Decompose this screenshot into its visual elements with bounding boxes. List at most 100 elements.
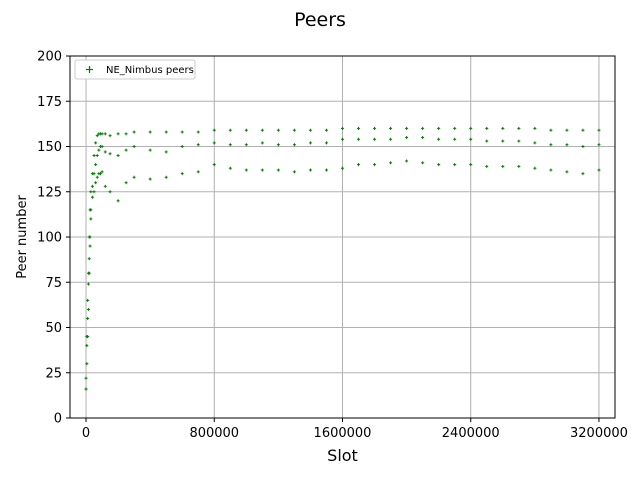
data-point [124, 148, 128, 152]
data-point-high [437, 126, 441, 130]
data-point-high [389, 126, 393, 130]
data-point-low [469, 163, 473, 167]
data-point-low [597, 168, 601, 172]
data-point-low [90, 195, 94, 199]
data-point-high [148, 130, 152, 134]
y-tick-label: 150 [37, 140, 62, 155]
y-axis-title: Peer number [15, 195, 30, 279]
y-tick-label: 175 [37, 95, 62, 110]
data-point-low [87, 271, 91, 275]
data-point-high [308, 128, 312, 132]
data-point-low [132, 175, 136, 179]
data-point-high [89, 190, 93, 194]
data-point-high [180, 130, 184, 134]
data-point-low [88, 244, 92, 248]
data-point [86, 316, 90, 320]
data-point [164, 150, 168, 154]
data-point-low [389, 161, 393, 165]
data-point-high [92, 154, 96, 158]
data-point [437, 137, 441, 141]
data-point [485, 139, 489, 143]
data-point-low [228, 166, 232, 170]
data-point [276, 143, 280, 147]
data-point-high [244, 128, 248, 132]
data-point-low [437, 163, 441, 167]
data-point-low [86, 307, 90, 311]
legend: NE_Nimbus peers [74, 59, 196, 80]
data-point-high [108, 134, 112, 138]
data-point-low [292, 170, 296, 174]
x-axis-title: Slot [327, 446, 358, 465]
chart-title: Peers [294, 9, 346, 31]
data-point-high [124, 132, 128, 136]
data-point-low [405, 159, 409, 163]
x-tick-label: 3200000 [570, 426, 628, 441]
data-point-low [92, 190, 96, 194]
data-point-low [84, 387, 88, 391]
data-point [405, 135, 409, 139]
data-point [581, 145, 585, 148]
data-point-high [357, 126, 361, 130]
data-point [292, 143, 296, 147]
legend-box [74, 59, 196, 80]
data-point-low [244, 168, 248, 172]
data-point-high [341, 126, 344, 130]
data-point [389, 137, 393, 141]
data-point [212, 141, 216, 145]
points-layer [84, 126, 601, 391]
data-point-low [116, 199, 120, 203]
data-point-low [260, 168, 264, 172]
data-point [180, 145, 184, 148]
data-point [469, 137, 473, 141]
data-point-high [597, 128, 601, 132]
y-tick-label: 0 [54, 412, 62, 427]
data-point-high [469, 126, 473, 130]
data-point-high [164, 130, 168, 134]
legend-marker [86, 66, 93, 73]
data-point [501, 139, 505, 143]
y-tick-label: 125 [37, 185, 62, 200]
data-point-high [517, 126, 521, 130]
data-point-low [581, 172, 585, 176]
data-point-high [581, 128, 585, 132]
data-point-low [212, 163, 216, 167]
data-point [565, 143, 569, 147]
data-point-high [95, 134, 99, 138]
data-point [87, 257, 91, 261]
data-point [549, 143, 553, 147]
data-point-high [533, 126, 537, 130]
data-point-low [89, 217, 93, 221]
data-point-low [308, 168, 312, 172]
data-point-high [260, 128, 264, 132]
data-point [533, 141, 537, 145]
data-point [100, 145, 104, 148]
data-point-low [533, 166, 537, 170]
data-point [260, 141, 264, 145]
data-point [95, 154, 99, 158]
data-point-high [405, 126, 409, 130]
data-point-high [103, 132, 107, 136]
data-point-high [228, 128, 232, 132]
data-point-high [501, 126, 505, 130]
data-point [92, 172, 96, 176]
data-point [244, 143, 248, 147]
data-point-high [549, 128, 553, 132]
data-point-high [373, 126, 377, 130]
y-tick-label: 25 [45, 366, 62, 381]
data-point-low [565, 170, 569, 174]
data-point [88, 235, 92, 239]
data-point-high [116, 132, 120, 136]
data-point-low [108, 190, 112, 194]
data-point [90, 184, 94, 188]
data-point [94, 163, 98, 167]
y-tick-label: 100 [37, 231, 62, 246]
data-point [97, 148, 101, 152]
data-point-low [180, 172, 184, 176]
data-point [373, 137, 377, 141]
data-point [341, 137, 344, 141]
data-point-high [86, 298, 90, 302]
y-tick-label: 75 [45, 276, 62, 291]
data-point [85, 344, 89, 348]
